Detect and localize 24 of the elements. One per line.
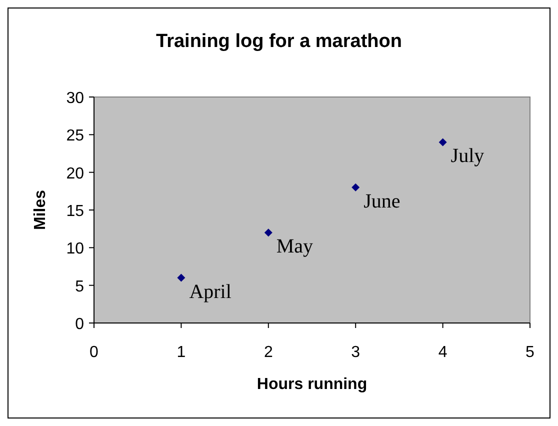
annotation: May	[276, 236, 314, 258]
point	[264, 228, 272, 237]
x-tick-label: 3	[351, 344, 360, 361]
x-tick-label: 1	[176, 344, 186, 361]
annotation: July	[450, 145, 484, 168]
x-axis-title: Hours running	[256, 376, 368, 393]
y-tick-label: 10	[66, 240, 84, 258]
chart-title: Training log for a marathon	[156, 31, 402, 52]
x-tick-label: 4	[438, 344, 448, 361]
annotation: June	[364, 190, 400, 212]
y-tick-label: 30	[66, 90, 84, 107]
y-tick-label: 5	[75, 278, 84, 296]
point	[177, 274, 186, 282]
point	[438, 138, 447, 146]
point	[352, 183, 360, 192]
x-tick-label: 5	[526, 344, 535, 361]
x-tick-label: 0	[90, 344, 99, 361]
y-tick-label: 0	[75, 316, 84, 333]
annotation: April	[189, 280, 232, 303]
y-tick-label: 25	[66, 128, 84, 145]
x-tick-label: 2	[264, 344, 273, 361]
y-tick-label: 15	[66, 203, 84, 220]
y-axis-title: Miles	[32, 190, 49, 230]
y-tick-label: 20	[66, 165, 84, 182]
